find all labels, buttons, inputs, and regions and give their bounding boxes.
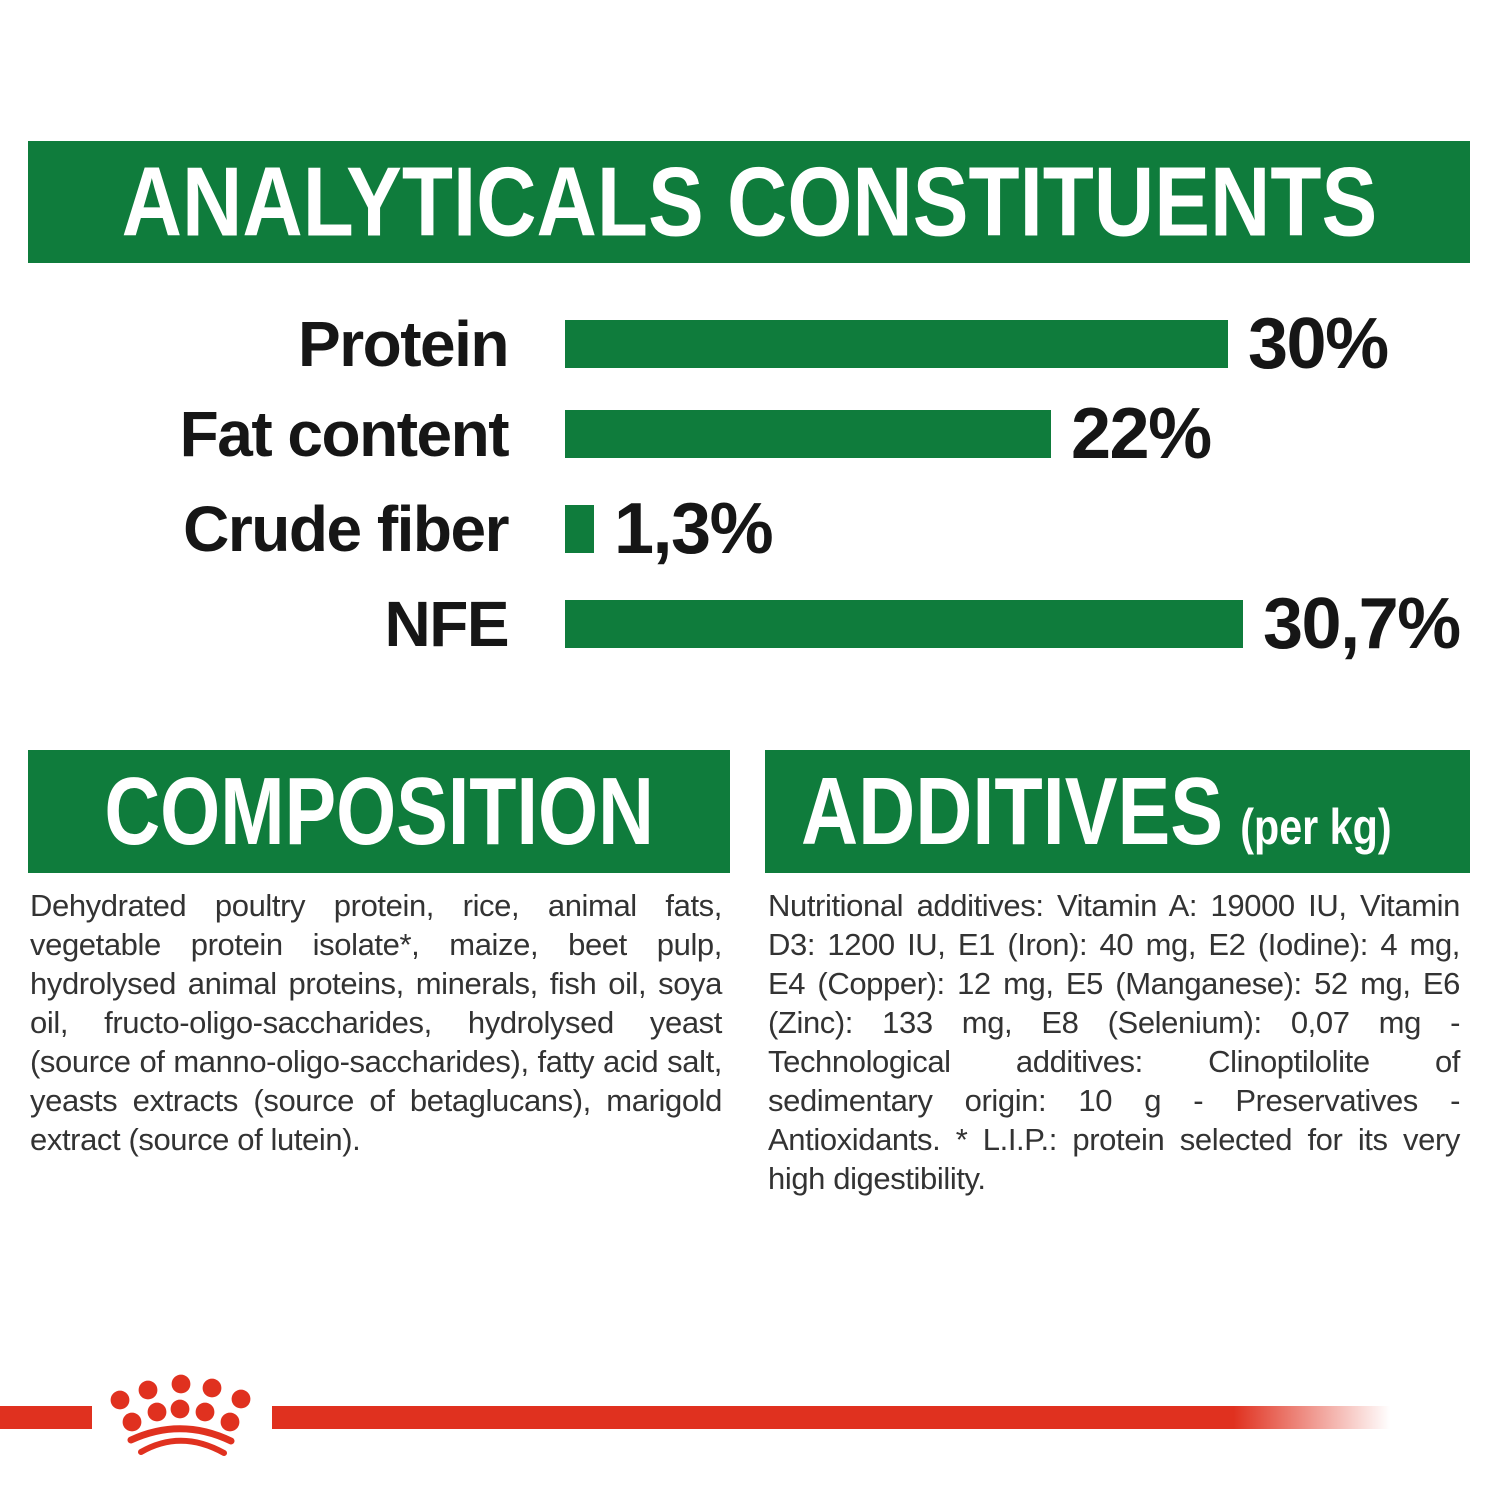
brand-line-left <box>0 1406 92 1429</box>
chart-bar <box>565 505 594 553</box>
analyticals-banner: ANALYTICALS CONSTITUENTS <box>28 141 1470 263</box>
composition-text: Dehydrated poultry protein, rice, animal… <box>30 888 722 1157</box>
bar-chart: Protein 30% Fat content 22% Crude fiber 1,3% N… <box>0 308 1500 660</box>
chart-row: Fat content 22% <box>0 398 1500 470</box>
additives-text: Nutritional additives: Vitamin A: 19000 … <box>768 888 1460 1196</box>
chart-bar <box>565 410 1051 458</box>
royal-canin-crown-logo <box>110 1374 251 1456</box>
chart-category-label: NFE <box>384 588 510 660</box>
chart-value-label: 1,3% <box>614 489 774 569</box>
chart-category-label: Protein <box>298 308 509 380</box>
additives-title: ADDITIVES <box>801 758 1224 865</box>
chart-row: Crude fiber 1,3% <box>0 493 1500 565</box>
chart-value-label: 30,7% <box>1263 584 1461 664</box>
chart-row: NFE 30,7% <box>0 588 1500 660</box>
composition-banner: COMPOSITION <box>28 750 730 873</box>
additives-unit-label: (per kg) <box>1240 800 1392 856</box>
chart-category-label: Crude fiber <box>183 493 509 565</box>
additives-banner: ADDITIVES (per kg) <box>765 750 1470 873</box>
brand-line-right <box>272 1406 1390 1429</box>
chart-value-label: 30% <box>1248 304 1389 384</box>
chart-row: Protein 30% <box>0 308 1500 380</box>
composition-title: COMPOSITION <box>104 758 654 865</box>
chart-bar <box>565 320 1228 368</box>
chart-value-label: 22% <box>1071 394 1212 474</box>
chart-category-label: Fat content <box>179 398 510 470</box>
additives-title-group: ADDITIVES (per kg) <box>801 764 1392 860</box>
analyticals-title: ANALYTICALS CONSTITUENTS <box>121 146 1377 257</box>
chart-bar <box>565 600 1243 648</box>
